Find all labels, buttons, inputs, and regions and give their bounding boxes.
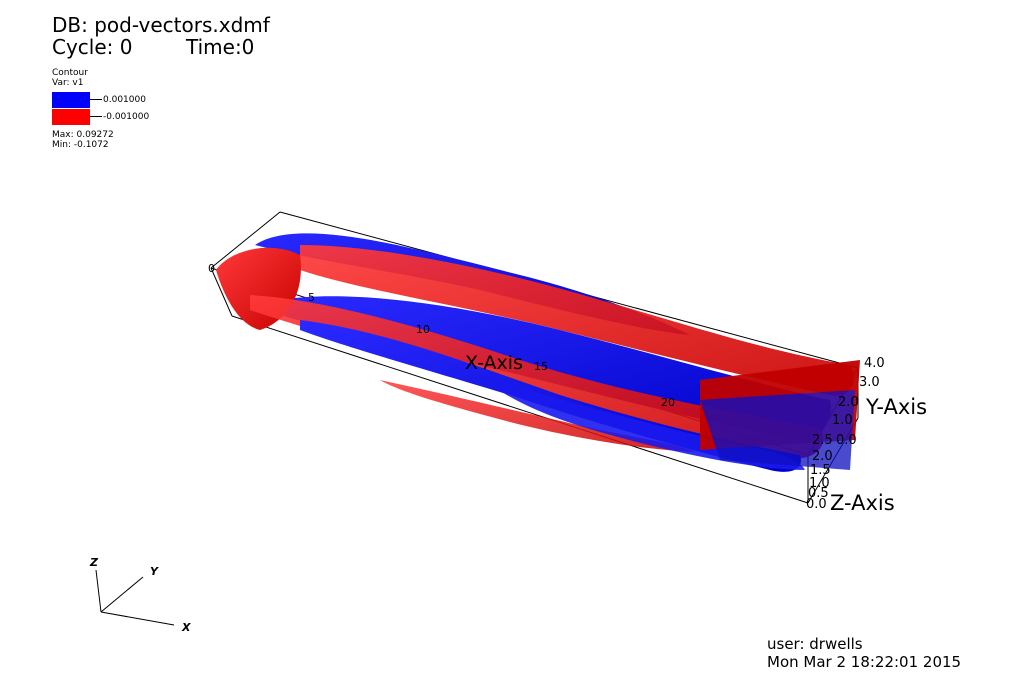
z-tick-label: 1.5 [810,463,831,478]
y-axis-title: Y-Axis [865,395,927,419]
legend-max: Max: 0.09272 [52,130,114,140]
legend-level-positive-label: 0.001000 [103,95,146,105]
legend-swatch-positive [52,92,90,108]
legend-plot-type: Contour [52,68,88,78]
legend-level-positive: 0.001000 [90,95,146,105]
date-label: Mon Mar 2 18:22:01 2015 [767,653,962,671]
z-tick-label: 1.0 [809,476,830,491]
y-tick-label: 0.0 [836,433,857,448]
y-tick-label: 4.0 [864,356,885,371]
z-tick-label: 2.0 [812,449,833,464]
y-tick-label: 2.0 [838,395,859,410]
legend-swatch-negative [52,109,90,125]
x-tick-label: 5 [308,291,315,304]
x-tick-label: 20 [661,396,675,409]
z-tick-label: 0.5 [808,486,829,501]
legend-level-negative: -0.001000 [90,112,149,122]
y-tick-label: 3.0 [859,375,880,390]
z-tick-label: 2.5 [812,433,833,448]
x-tick-label: 15 [534,360,548,373]
user-label: user: drwells [767,635,863,653]
striped-surface-end [700,360,860,470]
x-tick-label: 10 [416,323,430,336]
triad-y-label: Y [150,565,159,578]
z-axis-title: Z-Axis [830,491,895,515]
red-surface-mid [250,295,824,459]
contour-surfaces [216,233,860,472]
orientation-triad [95,569,175,626]
axes: X-Axis 0 5 10 15 20 Y-Axis 4.0 3.0 2.0 1… [208,262,927,515]
legend-min: Min: -0.1072 [52,140,109,150]
database-title: DB: pod-vectors.xdmf [52,13,270,37]
time-label: Time:0 [186,35,255,59]
x-tick-label: 0 [208,262,215,275]
x-axis-title: X-Axis [465,352,523,374]
z-tick-label: 0.0 [806,497,827,512]
y-tick-label: 1.0 [832,413,853,428]
triad-x-label: X [181,621,191,634]
legend-variable: Var: v1 [52,78,84,88]
legend-level-negative-label: -0.001000 [103,112,150,122]
red-surface-top [300,245,854,396]
cycle-label: Cycle: 0 [52,35,133,59]
triad-z-label: Z [89,556,99,569]
